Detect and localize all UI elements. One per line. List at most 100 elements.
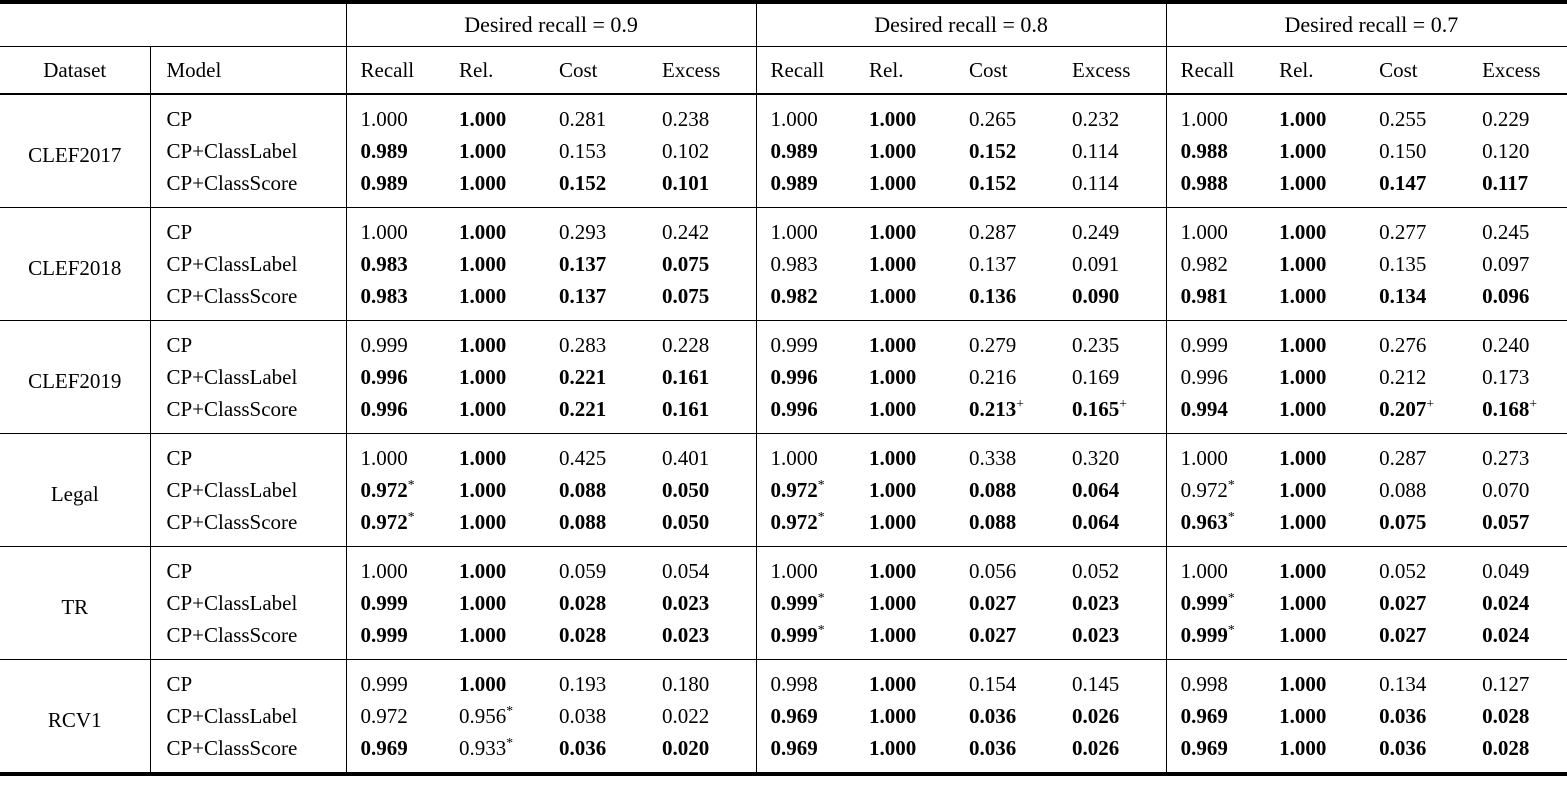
- metric-cell: 0.169: [1072, 364, 1120, 389]
- dataset-block-legal: Legal CP 1.000 1.000 0.425 0.401 1.000 1.000 0.3…: [0, 433, 1567, 547]
- metric-cell: 0.147: [1379, 170, 1427, 195]
- metric-cell: 0.972*: [755, 506, 856, 547]
- table-row: RCV1 CP 0.999 1.000 0.193 0.180 0.998 1.000 0.15…: [0, 659, 1567, 732]
- metric-cell: 0.425: [559, 445, 607, 470]
- metric-cell: 0.152: [969, 138, 1017, 163]
- metric-cell: 1.000: [1279, 477, 1327, 502]
- metric-cell: 0.152: [559, 170, 607, 195]
- superscript-marker: *: [407, 508, 415, 524]
- metric-cell: 0.235: [1072, 332, 1120, 357]
- metric-cell: 1.000: [459, 332, 507, 357]
- metric-cell: 1.000: [1279, 735, 1327, 760]
- model-cell: CP+ClassLabel: [149, 700, 346, 732]
- metric-cell: 0.287: [1379, 445, 1427, 470]
- metric-cell: 0.996: [755, 361, 856, 393]
- metric-cell: 0.057: [1482, 509, 1530, 534]
- metric-cell: 1.000: [459, 364, 507, 389]
- metric-cell: 0.135: [1379, 251, 1427, 276]
- metric-cell: 1.000: [459, 219, 507, 244]
- metric-cell: 0.064: [1072, 477, 1120, 502]
- metric-cell: 1.000: [869, 251, 917, 276]
- col-header-excess: Excess: [648, 46, 757, 95]
- table-header: Desired recall = 0.9 Desired recall = 0.…: [0, 2, 1567, 95]
- model-cell: CP: [149, 320, 346, 361]
- table-row: CP+ClassScore 0.969 0.933* 0.036 0.020 0.969 1…: [0, 732, 1567, 774]
- metric-cell: 0.999: [755, 320, 856, 361]
- table-row: Legal CP 1.000 1.000 0.425 0.401 1.000 1.000 0.3…: [0, 433, 1567, 506]
- metric-cell: 1.000: [459, 106, 507, 131]
- model-cell: CP+ClassLabel: [149, 135, 346, 167]
- model-cell: CP: [149, 207, 346, 248]
- metric-cell: 1.000: [869, 703, 917, 728]
- metric-cell: 0.221: [559, 396, 607, 421]
- metric-cell: 0.137: [559, 283, 607, 308]
- superscript-marker: *: [506, 734, 514, 750]
- metric-cell: 0.982: [1165, 248, 1266, 280]
- metric-cell: 0.173: [1482, 364, 1530, 389]
- metric-cell: 0.999: [345, 320, 445, 361]
- metric-cell: 0.994: [1165, 393, 1266, 434]
- metric-cell: 1.000: [1279, 590, 1327, 615]
- metric-cell: 1.000: [1165, 207, 1266, 248]
- metric-cell: 1.000: [869, 622, 917, 647]
- metric-cell: 0.276: [1379, 332, 1427, 357]
- metric-cell: 0.983: [345, 280, 445, 321]
- metric-cell: 0.293: [559, 219, 607, 244]
- superscript-marker: *: [817, 476, 825, 492]
- metric-cell: 0.228: [662, 332, 710, 357]
- metric-cell: 0.161: [662, 396, 710, 421]
- table-row: TR CP 1.000 1.000 0.059 0.054 1.000 1.000 0.056 0…: [0, 546, 1567, 619]
- metric-cell: 0.273: [1482, 445, 1530, 470]
- metric-cell: 0.134: [1379, 283, 1427, 308]
- superscript-marker: +: [1529, 395, 1538, 411]
- metric-cell: 0.969: [755, 700, 856, 732]
- metric-cell: 1.000: [459, 251, 507, 276]
- metric-cell: 0.207+: [1379, 395, 1435, 421]
- metric-cell: 0.999: [345, 619, 445, 660]
- metric-cell: 1.000: [459, 477, 507, 502]
- model-cell: CP+ClassScore: [149, 619, 346, 660]
- metric-cell: 0.989: [755, 135, 856, 167]
- metric-cell: 0.152: [969, 170, 1017, 195]
- metric-cell: 1.000: [1279, 364, 1327, 389]
- metric-cell: 0.996: [1165, 361, 1266, 393]
- metric-cell: 0.088: [969, 509, 1017, 534]
- metric-cell: 0.999*: [755, 587, 856, 619]
- metric-cell: 0.245: [1482, 219, 1530, 244]
- metric-cell: 0.070: [1482, 477, 1530, 502]
- metric-cell: 0.999*: [1165, 587, 1266, 619]
- column-header-row: Dataset Model Recall Rel. Cost Excess Re…: [0, 46, 1567, 95]
- metric-cell: 0.127: [1482, 671, 1530, 696]
- metric-cell: 1.000: [345, 546, 445, 587]
- metric-cell: 0.064: [1072, 509, 1120, 534]
- metric-cell: 1.000: [869, 509, 917, 534]
- metric-cell: 0.999: [1165, 320, 1266, 361]
- metric-cell: 0.989: [755, 167, 856, 208]
- table-row: CP+ClassScore 0.972* 1.000 0.088 0.050 0.972*…: [0, 506, 1567, 547]
- dataset-cell: CLEF2017: [28, 142, 122, 167]
- metric-cell: 0.150: [1379, 138, 1427, 163]
- metric-cell: 0.059: [559, 558, 607, 583]
- col-header-recall: Recall: [755, 46, 856, 95]
- metric-cell: 0.988: [1165, 135, 1266, 167]
- metric-cell: 0.036: [969, 703, 1017, 728]
- metric-cell: 0.982: [755, 280, 856, 321]
- metric-cell: 0.020: [662, 735, 710, 760]
- metric-cell: 0.088: [559, 509, 607, 534]
- superscript-marker: *: [817, 508, 825, 524]
- dataset-cell: CLEF2019: [28, 368, 122, 393]
- model-cell: CP+ClassScore: [149, 280, 346, 321]
- metric-cell: 0.024: [1482, 590, 1530, 615]
- metric-cell: 0.287: [969, 219, 1017, 244]
- metric-cell: 0.117: [1482, 170, 1529, 195]
- metric-cell: 1.000: [869, 590, 917, 615]
- metric-cell: 0.989: [345, 135, 445, 167]
- metric-cell: 0.027: [969, 622, 1017, 647]
- metric-cell: 0.249: [1072, 219, 1120, 244]
- metric-cell: 0.137: [969, 251, 1017, 276]
- metric-cell: 0.338: [969, 445, 1017, 470]
- metric-cell: 0.996: [345, 393, 445, 434]
- metric-cell: 0.027: [969, 590, 1017, 615]
- col-header-excess: Excess: [1468, 46, 1567, 95]
